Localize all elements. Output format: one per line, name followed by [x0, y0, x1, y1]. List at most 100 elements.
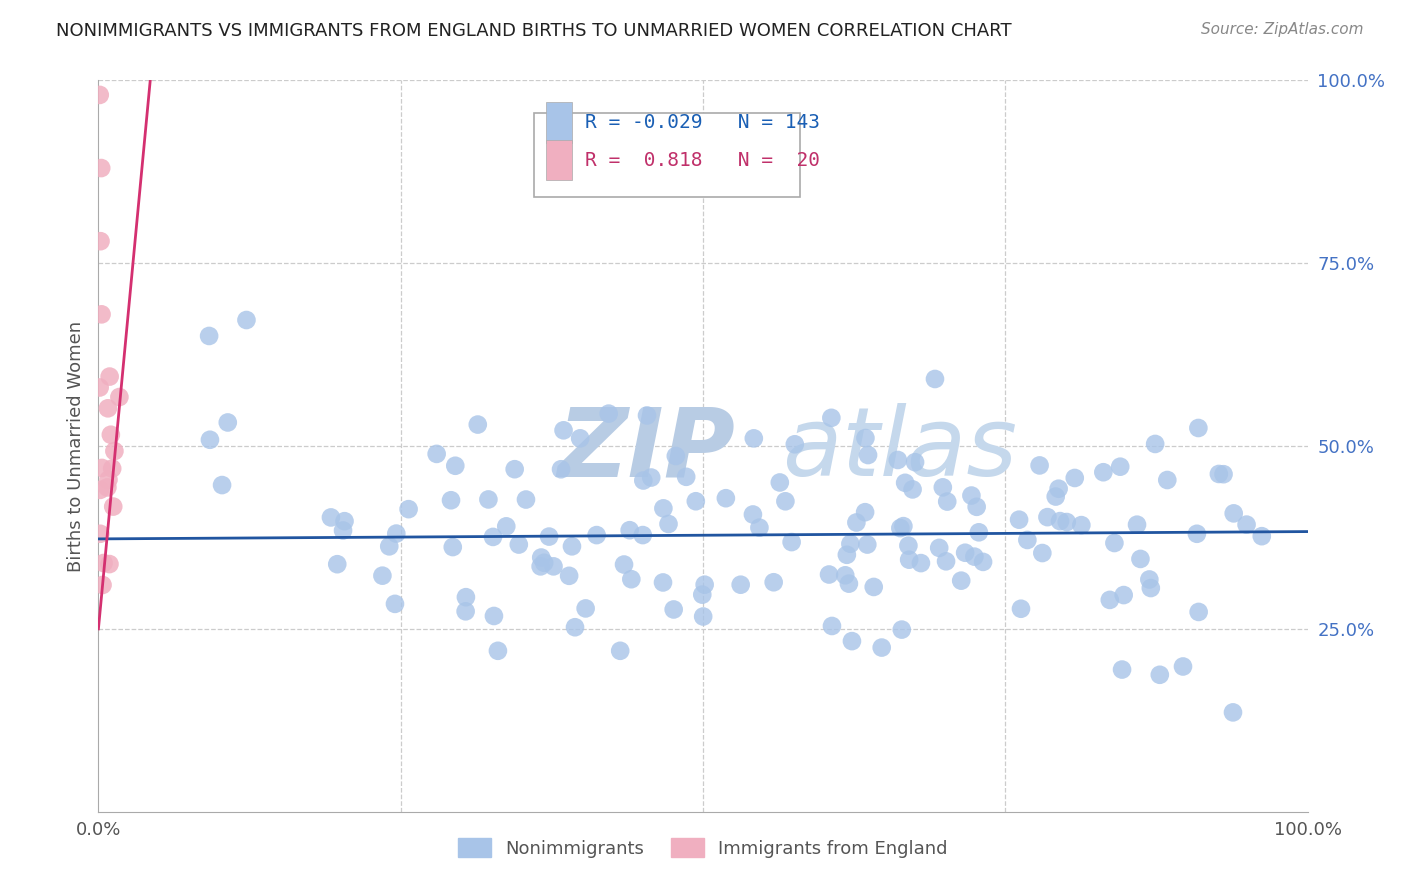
Nonimmigrants: [1092, 465, 1115, 479]
Nonimmigrants: [609, 644, 631, 658]
Nonimmigrants: [950, 574, 973, 588]
Nonimmigrants: [1098, 593, 1121, 607]
Immigrants from England: [90, 307, 112, 321]
Nonimmigrants: [838, 576, 860, 591]
Nonimmigrants: [319, 510, 342, 524]
Nonimmigrants: [384, 597, 406, 611]
Nonimmigrants: [1126, 517, 1149, 532]
Nonimmigrants: [613, 558, 636, 572]
Nonimmigrants: [1144, 437, 1167, 451]
Nonimmigrants: [967, 525, 990, 540]
Nonimmigrants: [619, 523, 641, 537]
Nonimmigrants: [657, 516, 679, 531]
Nonimmigrants: [889, 521, 911, 535]
Nonimmigrants: [821, 619, 844, 633]
Nonimmigrants: [561, 539, 583, 553]
Immigrants from England: [89, 87, 111, 102]
Nonimmigrants: [1104, 536, 1126, 550]
Nonimmigrants: [538, 530, 561, 544]
Nonimmigrants: [1236, 517, 1258, 532]
Nonimmigrants: [1031, 546, 1053, 560]
Nonimmigrants: [1222, 507, 1244, 521]
Nonimmigrants: [631, 528, 654, 542]
Nonimmigrants: [1149, 667, 1171, 681]
Nonimmigrants: [1045, 490, 1067, 504]
Nonimmigrants: [862, 580, 884, 594]
Nonimmigrants: [515, 492, 537, 507]
Immigrants from England: [103, 500, 125, 514]
Nonimmigrants: [620, 572, 643, 586]
Nonimmigrants: [1188, 605, 1211, 619]
Nonimmigrants: [685, 494, 707, 508]
Nonimmigrants: [966, 500, 988, 514]
Nonimmigrants: [467, 417, 489, 432]
Text: NONIMMIGRANTS VS IMMIGRANTS FROM ENGLAND BIRTHS TO UNMARRIED WOMEN CORRELATION C: NONIMMIGRANTS VS IMMIGRANTS FROM ENGLAND…: [56, 22, 1012, 40]
Nonimmigrants: [853, 505, 876, 519]
Immigrants from England: [97, 473, 120, 487]
Nonimmigrants: [1112, 588, 1135, 602]
Nonimmigrants: [444, 458, 467, 473]
Nonimmigrants: [575, 601, 598, 615]
Nonimmigrants: [693, 577, 716, 591]
Nonimmigrants: [1070, 518, 1092, 533]
Text: R = -0.029   N = 143: R = -0.029 N = 143: [585, 113, 820, 132]
Nonimmigrants: [1111, 663, 1133, 677]
Nonimmigrants: [910, 556, 932, 570]
Nonimmigrants: [780, 535, 803, 549]
Immigrants from England: [108, 390, 131, 404]
Nonimmigrants: [1185, 526, 1208, 541]
Immigrants from England: [103, 444, 125, 458]
Nonimmigrants: [665, 449, 688, 463]
Nonimmigrants: [769, 475, 792, 490]
Nonimmigrants: [1156, 473, 1178, 487]
Nonimmigrants: [894, 475, 917, 490]
Nonimmigrants: [762, 575, 785, 590]
Nonimmigrants: [550, 462, 572, 476]
Text: atlas: atlas: [782, 403, 1017, 496]
Nonimmigrants: [441, 540, 464, 554]
FancyBboxPatch shape: [534, 113, 800, 197]
Nonimmigrants: [495, 519, 517, 533]
Nonimmigrants: [856, 448, 879, 462]
Nonimmigrants: [963, 549, 986, 564]
Nonimmigrants: [454, 590, 477, 604]
Nonimmigrants: [326, 558, 349, 572]
Nonimmigrants: [1028, 458, 1050, 473]
Nonimmigrants: [1109, 459, 1132, 474]
Nonimmigrants: [486, 644, 509, 658]
Nonimmigrants: [820, 410, 842, 425]
Nonimmigrants: [482, 609, 505, 624]
Nonimmigrants: [564, 620, 586, 634]
Nonimmigrants: [533, 556, 555, 570]
Nonimmigrants: [1008, 513, 1031, 527]
Nonimmigrants: [692, 609, 714, 624]
Nonimmigrants: [841, 634, 863, 648]
Nonimmigrants: [748, 521, 770, 535]
Immigrants from England: [101, 461, 124, 475]
Nonimmigrants: [1063, 471, 1085, 485]
Immigrants from England: [96, 480, 118, 494]
Nonimmigrants: [530, 559, 553, 574]
Y-axis label: Births to Unmarried Women: Births to Unmarried Women: [66, 320, 84, 572]
Nonimmigrants: [730, 578, 752, 592]
Nonimmigrants: [569, 431, 592, 445]
Nonimmigrants: [887, 453, 910, 467]
Nonimmigrants: [675, 470, 697, 484]
Nonimmigrants: [426, 447, 449, 461]
Nonimmigrants: [690, 588, 713, 602]
Nonimmigrants: [893, 519, 915, 533]
Immigrants from England: [93, 556, 115, 570]
Nonimmigrants: [775, 494, 797, 508]
Nonimmigrants: [585, 528, 607, 542]
Nonimmigrants: [845, 516, 868, 530]
Nonimmigrants: [904, 455, 927, 469]
Nonimmigrants: [870, 640, 893, 655]
Nonimmigrants: [235, 313, 257, 327]
Nonimmigrants: [1140, 581, 1163, 595]
Nonimmigrants: [558, 569, 581, 583]
Text: R =  0.818   N =  20: R = 0.818 N = 20: [585, 152, 820, 170]
Immigrants from England: [91, 461, 114, 475]
Text: Source: ZipAtlas.com: Source: ZipAtlas.com: [1201, 22, 1364, 37]
Nonimmigrants: [378, 539, 401, 553]
Nonimmigrants: [454, 604, 477, 618]
